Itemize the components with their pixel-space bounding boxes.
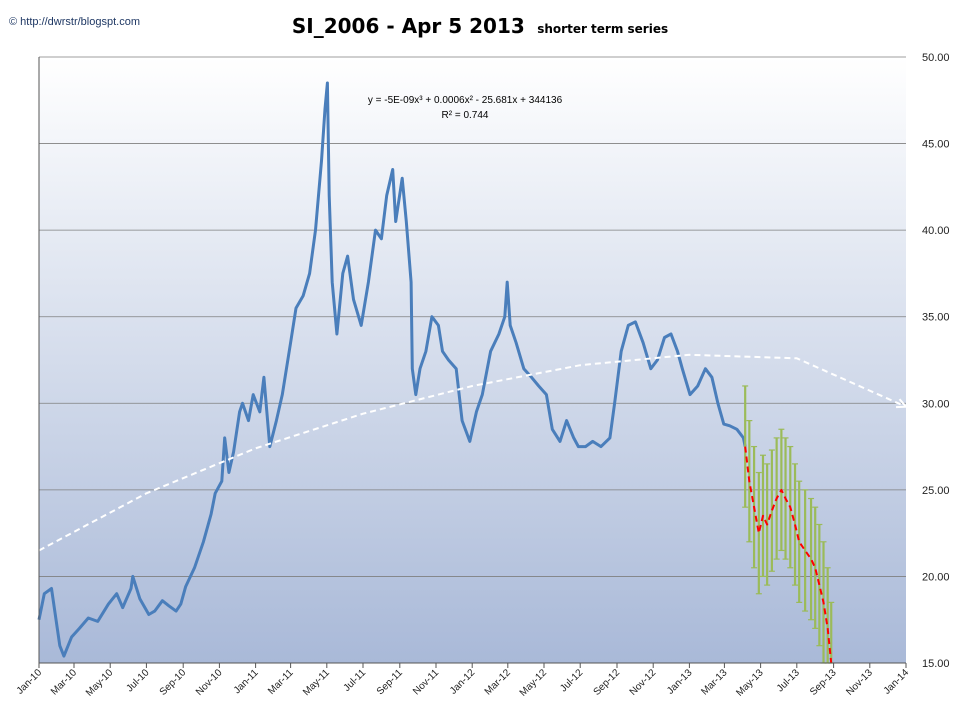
y-tick-label: 35.00 xyxy=(922,312,950,324)
series-layer xyxy=(37,81,909,664)
y-tick-label: 50.00 xyxy=(922,52,950,64)
series-line-0 xyxy=(37,81,747,658)
trendline-equation: y = -5E-09x³ + 0.0006x² - 25.681x + 3441… xyxy=(368,95,563,121)
chart-title-wrap: SI_2006 - Apr 5 2013 shorter term series xyxy=(0,14,960,38)
x-tick-label: Jul-12 xyxy=(558,667,585,694)
x-tick-label: Jan-11 xyxy=(232,667,261,696)
error-bar xyxy=(792,463,799,586)
x-tick-label: Sep-11 xyxy=(375,667,405,697)
error-bar xyxy=(816,523,823,647)
x-tick-label: Sep-13 xyxy=(808,667,839,698)
series-line-1 xyxy=(38,353,907,552)
x-tick-label: Mar-13 xyxy=(699,667,729,697)
x-tick-label: May-12 xyxy=(518,667,550,699)
x-tick-label: May-10 xyxy=(84,667,116,699)
trendline-arrow-icon xyxy=(895,398,909,409)
y-tick-label: 15.00 xyxy=(922,658,950,670)
x-tick-label: Nov-11 xyxy=(411,667,441,697)
watermark: © http://dwrstr/blogspt.com xyxy=(9,16,140,28)
error-bar xyxy=(768,449,775,572)
gridlines xyxy=(39,56,906,577)
x-tick-label: May-11 xyxy=(301,667,332,698)
x-tick-label: Nov-10 xyxy=(194,667,225,698)
x-tick-label: Mar-11 xyxy=(266,667,296,697)
x-tick-label: Sep-10 xyxy=(158,667,189,698)
series-line-2 xyxy=(744,446,833,664)
error-bar xyxy=(812,506,819,629)
x-tick-label: Jan-10 xyxy=(15,667,45,697)
chart-title: SI_2006 - Apr 5 2013 xyxy=(291,14,525,38)
y-tick-label: 45.00 xyxy=(922,139,950,151)
x-tick-label: Nov-12 xyxy=(628,667,659,698)
x-tick-label: Jul-11 xyxy=(342,667,369,694)
error-bar xyxy=(808,497,815,621)
error-bar xyxy=(755,471,762,595)
x-tick-label: Mar-10 xyxy=(49,667,79,697)
error-bar xyxy=(796,480,803,604)
chart-subtitle: shorter term series xyxy=(537,22,669,36)
x-tick-label: Nov-13 xyxy=(844,667,875,698)
error-bar xyxy=(802,489,809,612)
x-tick-label: May-13 xyxy=(734,667,766,699)
x-tick-label: Mar-12 xyxy=(483,667,513,697)
y-tick-label: 40.00 xyxy=(922,225,950,237)
plot-area xyxy=(39,57,906,663)
x-tick-label: Jan-14 xyxy=(882,667,912,697)
y-tick-label: 25.00 xyxy=(922,485,950,497)
y-tick-label: 30.00 xyxy=(922,398,950,410)
trendline-equation-text: y = -5E-09x³ + 0.0006x² - 25.681x + 3441… xyxy=(368,95,563,106)
y-tick-label: 20.00 xyxy=(922,571,950,583)
x-tick-label: Jul-13 xyxy=(775,667,802,694)
x-tick-label: Jan-13 xyxy=(665,667,695,697)
error-bar xyxy=(742,385,749,508)
x-tick-label: Sep-12 xyxy=(592,667,623,698)
x-tick-label: Jul-10 xyxy=(124,667,151,694)
trendline-r-squared-text: R² = 0.744 xyxy=(442,110,489,121)
x-tick-label: Jan-12 xyxy=(448,667,478,697)
